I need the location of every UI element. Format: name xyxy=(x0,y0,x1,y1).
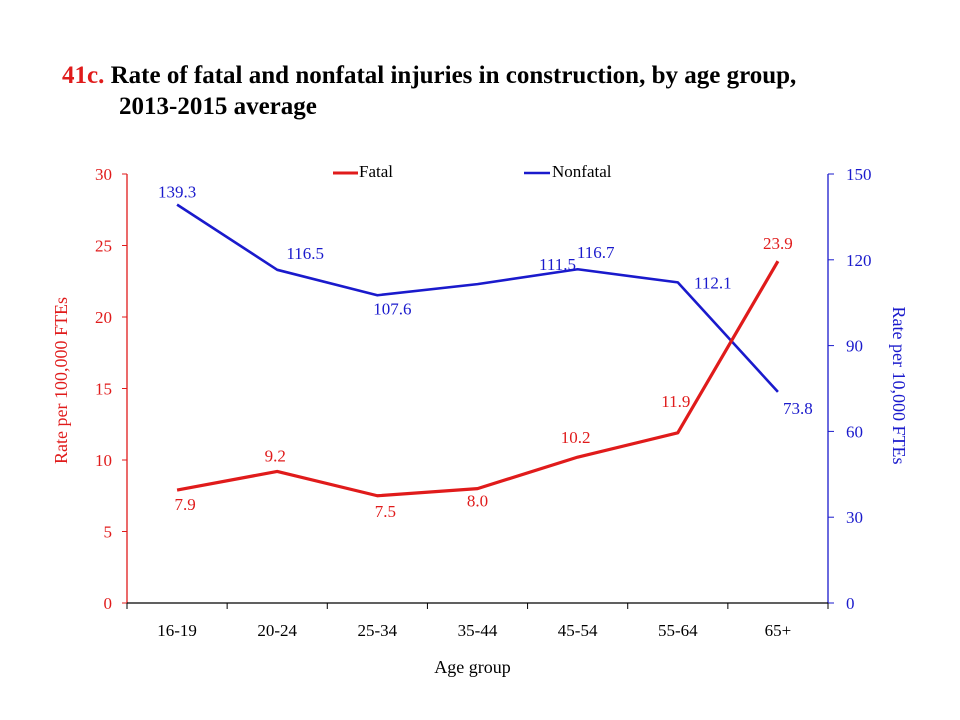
chart-title-line2: 2013-2015 average xyxy=(119,93,317,120)
right-y-axis-title: Rate per 10,000 FTEs xyxy=(889,307,909,465)
x-tick-label: 55-64 xyxy=(658,621,698,640)
x-tick-label: 35-44 xyxy=(458,621,498,640)
nonfatal-data-label: 107.6 xyxy=(373,299,411,318)
x-tick-label: 20-24 xyxy=(257,621,297,640)
chart-title-line1: Rate of fatal and nonfatal injuries in c… xyxy=(110,62,797,89)
nonfatal-line xyxy=(176,203,779,393)
x-tick-label: 16-19 xyxy=(157,621,197,640)
right-y-tick-label: 150 xyxy=(846,165,872,184)
left-y-tick-label: 20 xyxy=(95,308,112,327)
left-y-tick-label: 5 xyxy=(104,523,113,542)
legend-fatal-label: Fatal xyxy=(359,162,393,181)
fatal-data-label: 23.9 xyxy=(763,234,793,253)
fatal-data-label: 10.2 xyxy=(561,428,591,447)
right-y-tick-label: 30 xyxy=(846,508,863,527)
right-y-tick-label: 120 xyxy=(846,251,872,270)
x-axis-title: Age group xyxy=(434,657,510,677)
fatal-data-label: 8.0 xyxy=(467,492,488,511)
right-y-tick-label: 0 xyxy=(846,594,855,613)
chart-title-number: 41c. xyxy=(62,62,105,89)
nonfatal-data-label: 116.7 xyxy=(577,243,615,262)
right-y-tick-label: 60 xyxy=(846,422,863,441)
legend-nonfatal-label: Nonfatal xyxy=(552,162,612,181)
nonfatal-data-label: 112.1 xyxy=(694,273,732,292)
left-y-tick-label: 10 xyxy=(95,451,112,470)
left-y-tick-label: 25 xyxy=(95,237,112,256)
fatal-data-label: 7.9 xyxy=(174,495,195,514)
left-y-tick-label: 15 xyxy=(95,380,112,399)
chart-title: 41c. Rate of fatal and nonfatal injuries… xyxy=(62,60,922,122)
x-tick-label: 65+ xyxy=(765,621,792,640)
fatal-data-label: 9.2 xyxy=(265,446,286,465)
fatal-data-label: 11.9 xyxy=(661,392,690,411)
left-y-tick-label: 30 xyxy=(95,165,112,184)
nonfatal-data-label: 111.5 xyxy=(539,255,576,274)
left-y-axis-title: Rate per 100,000 FTEs xyxy=(51,297,71,464)
nonfatal-data-label: 73.8 xyxy=(783,399,813,418)
fatal-line xyxy=(176,260,780,498)
x-tick-label: 25-34 xyxy=(358,621,398,640)
nonfatal-data-label: 116.5 xyxy=(286,244,324,263)
x-tick-label: 45-54 xyxy=(558,621,598,640)
fatal-data-label: 7.5 xyxy=(375,502,396,521)
left-y-tick-label: 0 xyxy=(104,594,113,613)
nonfatal-data-label: 139.3 xyxy=(158,183,196,202)
right-y-tick-label: 90 xyxy=(846,337,863,356)
